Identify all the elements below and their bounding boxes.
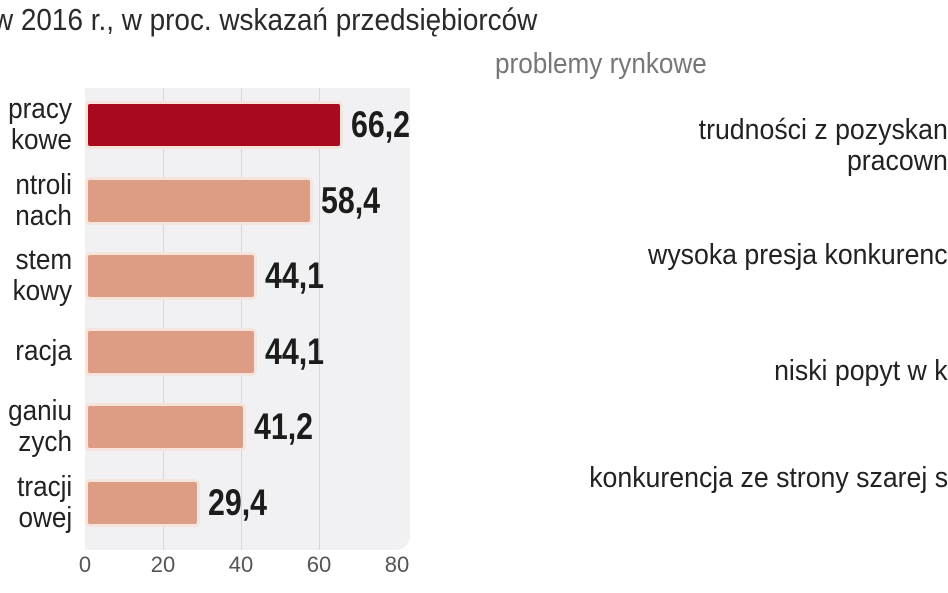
bar: [85, 101, 344, 149]
category-label-line: racja: [15, 335, 72, 367]
category-label: ganiu zych: [8, 396, 72, 458]
right-panel-label-line: pracown: [847, 145, 948, 177]
gridline: [241, 88, 242, 550]
category-label-line: pracy: [8, 93, 72, 125]
right-panel-label-line: trudności z pozyskan: [698, 114, 948, 146]
x-tick-label: 60: [306, 552, 332, 577]
right-panel-label: konkurencja ze strony szarej s: [589, 463, 948, 494]
bar: [85, 327, 257, 376]
category-label-line: zych: [18, 426, 72, 458]
category-label-line: nach: [15, 199, 72, 232]
value-label: 29,4: [207, 481, 267, 523]
category-label-line: ganiu: [8, 395, 72, 427]
x-tick-label: 20: [150, 552, 176, 577]
gridline: [163, 88, 164, 550]
right-panel-label-line: niski popyt w k: [774, 355, 948, 387]
category-label-line: kowy: [12, 275, 72, 307]
category-label: stem kowy: [13, 245, 72, 307]
chart-subtitle: problemy rynkowe: [495, 48, 707, 80]
bar: [85, 478, 200, 527]
category-label: ntroli nach: [15, 168, 72, 232]
value-label: 66,2: [351, 104, 411, 145]
category-label-line: ntroli: [15, 168, 72, 201]
value-label: 58,4: [320, 179, 380, 221]
value-label: 44,1: [264, 330, 325, 372]
chart-title: w 2016 r., w proc. wskazań przedsiębiorc…: [0, 2, 538, 37]
bar: [85, 403, 246, 451]
bar: [85, 176, 313, 225]
right-panel-label: wysoka presja konkurenc: [648, 240, 948, 271]
right-panel-label-line: konkurencja ze strony szarej s: [589, 462, 948, 494]
value-label: 41,2: [253, 406, 313, 447]
right-panel-label: niski popyt w k: [775, 356, 948, 387]
gridline: [319, 88, 320, 550]
right-panel-label-line: wysoka presja konkurenc: [648, 239, 948, 271]
bar: [85, 252, 257, 300]
right-panel-label: trudności z pozyskan pracown: [699, 115, 948, 177]
value-label: 44,1: [264, 255, 325, 296]
category-label-line: kowe: [11, 124, 72, 156]
category-label: racja: [15, 336, 72, 367]
category-label: tracji owej: [16, 470, 72, 534]
category-label-line: tracji: [16, 470, 72, 503]
x-tick-label: 0: [78, 552, 92, 577]
plot-background: [85, 88, 410, 550]
category-label-line: owej: [18, 501, 72, 534]
x-tick-label: 40: [228, 552, 254, 577]
category-label-line: stem: [15, 244, 72, 276]
category-label: pracy kowe: [8, 94, 72, 156]
x-tick-label: 80: [384, 552, 410, 577]
